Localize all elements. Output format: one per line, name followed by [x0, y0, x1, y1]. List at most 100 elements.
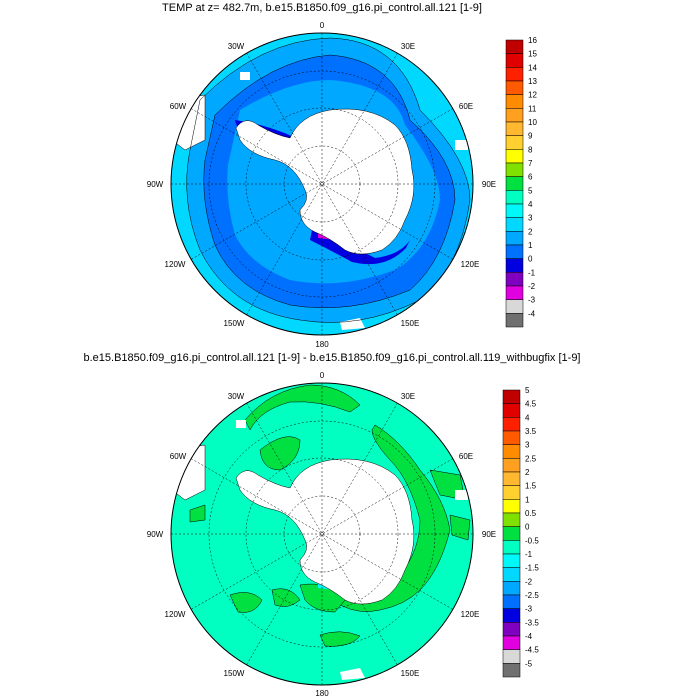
colorbar-tick-label: -2 — [528, 282, 536, 291]
colorbar-tick-label: 1.5 — [525, 482, 537, 491]
colorbar-swatch — [502, 417, 521, 432]
lon-label: 30W — [228, 42, 245, 51]
lon-label: 180 — [315, 340, 329, 349]
colorbar-tick-label: 5 — [528, 186, 533, 195]
lon-label: 0 — [320, 21, 325, 30]
colorbar-swatch — [505, 135, 524, 150]
colorbar-tick-label: 5 — [525, 386, 530, 395]
colorbar-swatch — [502, 403, 521, 418]
colorbar-tick-label: 2 — [528, 227, 533, 236]
colorbar-swatch — [505, 258, 524, 273]
lon-label: 120E — [461, 610, 480, 619]
colorbar-swatch — [502, 553, 521, 568]
colorbar-tick-label: 11 — [528, 104, 537, 113]
colorbar-swatch — [505, 53, 524, 68]
colorbar-swatch — [502, 485, 521, 500]
colorbar-swatch — [505, 231, 524, 246]
lon-label: 0 — [320, 371, 325, 380]
lon-label: 150E — [401, 669, 420, 678]
lon-label: 30E — [401, 392, 415, 401]
colorbar-tick-label: -2.5 — [525, 591, 539, 600]
colorbar-swatch — [505, 190, 524, 205]
colorbar-tick-label: 3.5 — [525, 427, 537, 436]
lon-label: 120W — [165, 610, 186, 619]
colorbar-tick-label: 7 — [528, 159, 533, 168]
map-top: TEMP at z= 482.7m, b.e15.B1850.f09_g16.p… — [147, 2, 538, 349]
colorbar-swatch — [505, 121, 524, 136]
colorbar-tick-label: 13 — [528, 77, 537, 86]
colorbar-swatch — [502, 635, 521, 650]
lon-label: 60W — [170, 102, 187, 111]
colorbar-tick-label: -4 — [528, 309, 536, 318]
colorbar-swatch — [502, 444, 521, 459]
colorbar-tick-label: -2 — [525, 577, 533, 586]
colorbar-swatch — [505, 217, 524, 232]
lon-label: 60W — [170, 452, 187, 461]
colorbar-swatch — [505, 203, 524, 218]
colorbar-swatch — [502, 512, 521, 527]
colorbar-swatch — [502, 663, 521, 678]
colorbar-tick-label: -3.5 — [525, 618, 539, 627]
lon-label: 60E — [459, 452, 473, 461]
colorbar-tick-label: 14 — [528, 63, 537, 72]
colorbar-tick-label: 2 — [525, 468, 530, 477]
colorbar-tick-label: -4 — [525, 632, 533, 641]
colorbar-tick-label: -0.5 — [525, 536, 539, 545]
lon-label: 30E — [401, 42, 415, 51]
lon-label: 90W — [147, 530, 164, 539]
colorbar-tick-label: 12 — [528, 91, 537, 100]
colorbar-swatch — [502, 567, 521, 582]
colorbar-tick-label: 0 — [528, 255, 533, 264]
colorbar-tick-label: -1.5 — [525, 564, 539, 573]
map-top-field — [171, 33, 473, 335]
colorbar-swatch — [502, 594, 521, 609]
colorbar-tick-label: -5 — [525, 659, 533, 668]
colorbar-swatch — [505, 94, 524, 109]
colorbar-tick-label: 1 — [528, 241, 533, 250]
colorbar-swatch — [505, 149, 524, 164]
colorbar-swatch — [502, 622, 521, 637]
colorbar-swatch — [505, 272, 524, 287]
lon-label: 90E — [482, 530, 496, 539]
map-top-title: TEMP at z= 482.7m, b.e15.B1850.f09_g16.p… — [162, 2, 482, 14]
colorbar-swatch — [502, 649, 521, 664]
colorbar-tick-label: 8 — [528, 145, 533, 154]
lon-label: 90E — [482, 180, 496, 189]
colorbar-tick-label: 0.5 — [525, 509, 537, 518]
colorbar-swatch — [505, 39, 524, 54]
colorbar-swatch — [505, 313, 524, 328]
colorbar-swatch — [502, 540, 521, 555]
lon-label: 90W — [147, 180, 164, 189]
map-bottom-title: b.e15.B1850.f09_g16.pi_control.all.121 [… — [84, 352, 581, 364]
colorbar-swatch — [502, 430, 521, 445]
colorbar-swatch — [502, 458, 521, 473]
colorbar-tick-label: -3 — [525, 605, 533, 614]
lon-label: 120W — [165, 260, 186, 269]
colorbar-tick-label: 2.5 — [525, 454, 537, 463]
colorbar-bottom: 5 4.5 4 3.5 3 2.5 2 1.5 1 0.5 0 -0.5 -1 -1.5 -2 -2.5 -3 -… — [502, 386, 539, 678]
lon-label: 120E — [461, 260, 480, 269]
colorbar-swatch — [505, 80, 524, 95]
colorbar-tick-label: 15 — [528, 50, 537, 59]
lon-label: 60E — [459, 102, 473, 111]
lon-label: 180 — [315, 689, 329, 698]
colorbar-swatch — [505, 176, 524, 191]
colorbar-swatch — [505, 244, 524, 259]
lon-label: 150W — [224, 319, 245, 328]
colorbar-swatch — [505, 67, 524, 82]
colorbar-tick-label: 4 — [528, 200, 533, 209]
lon-label: 30W — [228, 392, 245, 401]
colorbar-tick-label: -4.5 — [525, 646, 539, 655]
colorbar-tick-label: 4 — [525, 413, 530, 422]
colorbar-swatch — [502, 526, 521, 541]
colorbar-tick-label: 9 — [528, 132, 533, 141]
colorbar-tick-label: 4.5 — [525, 400, 537, 409]
colorbar-swatch — [502, 608, 521, 623]
colorbar-tick-label: 16 — [528, 36, 537, 45]
colorbar-tick-label: -1 — [528, 268, 536, 277]
lon-label: 150E — [401, 319, 420, 328]
colorbar-swatch — [505, 108, 524, 123]
colorbar-tick-label: 3 — [525, 441, 530, 450]
colorbar-swatch — [505, 299, 524, 314]
